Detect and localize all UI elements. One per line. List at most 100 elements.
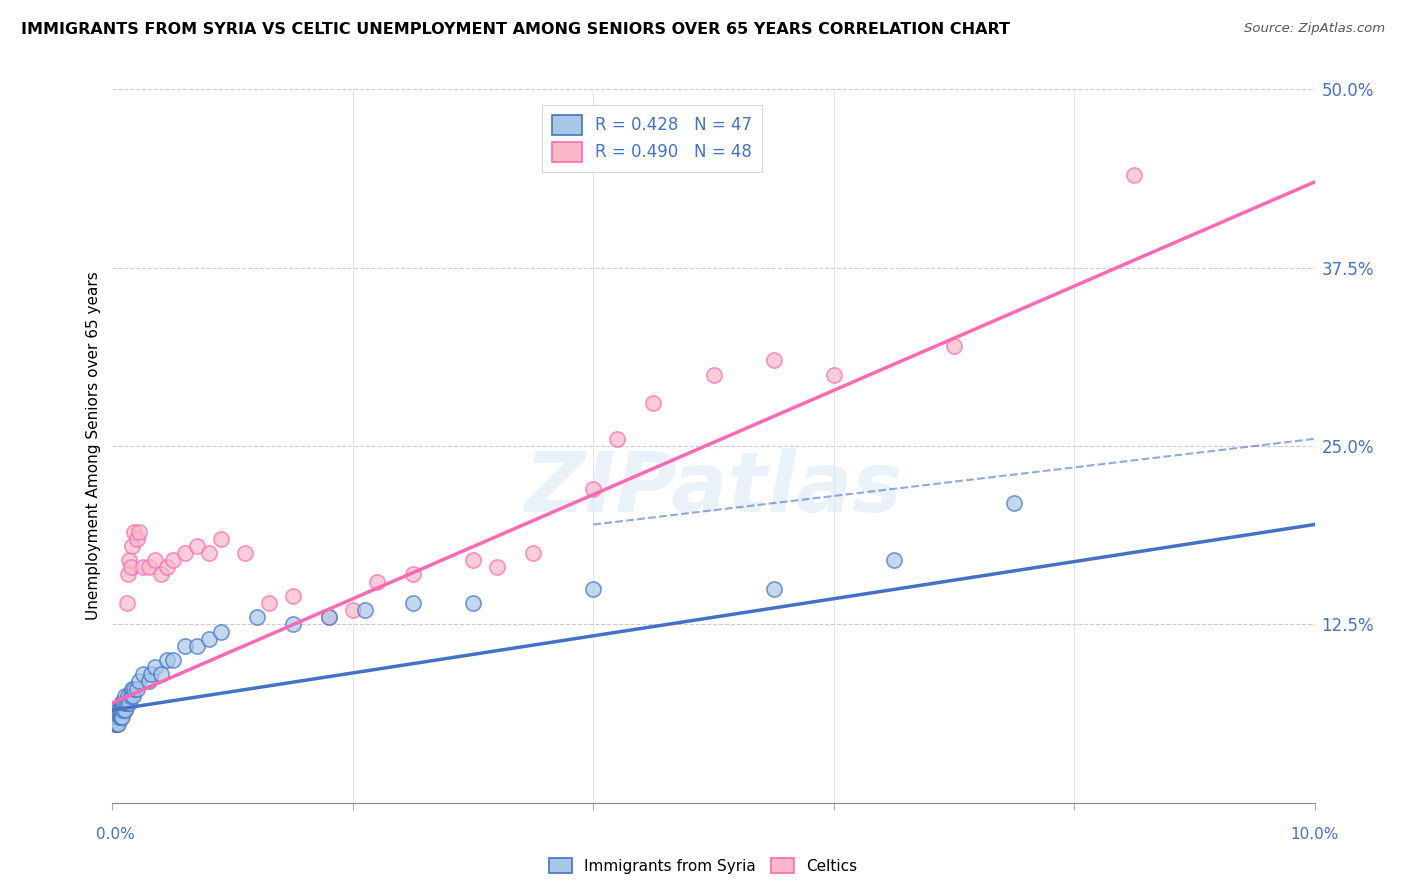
- Point: [143, 553, 166, 567]
- Point: [128, 524, 150, 539]
- Text: 0.0%: 0.0%: [96, 827, 135, 841]
- Point: [522, 546, 544, 560]
- Point: [118, 553, 141, 567]
- Point: [366, 574, 388, 589]
- Point: [111, 696, 134, 710]
- Point: [155, 653, 177, 667]
- Point: [110, 703, 132, 717]
- Point: [121, 539, 143, 553]
- Legend: R = 0.428   N = 47, R = 0.490   N = 48: R = 0.428 N = 47, R = 0.490 N = 48: [541, 104, 762, 172]
- Point: [120, 689, 142, 703]
- Point: [162, 553, 184, 567]
- Point: [107, 703, 129, 717]
- Point: [107, 717, 129, 731]
- Point: [138, 674, 160, 689]
- Point: [186, 639, 208, 653]
- Point: [110, 696, 132, 710]
- Point: [823, 368, 845, 382]
- Point: [105, 717, 128, 731]
- Point: [942, 339, 965, 353]
- Point: [128, 674, 150, 689]
- Point: [233, 546, 256, 560]
- Point: [131, 560, 153, 574]
- Point: [149, 567, 172, 582]
- Point: [105, 710, 128, 724]
- Point: [118, 696, 141, 710]
- Point: [114, 689, 136, 703]
- Point: [139, 667, 162, 681]
- Point: [582, 482, 605, 496]
- Y-axis label: Unemployment Among Seniors over 65 years: Unemployment Among Seniors over 65 years: [86, 272, 101, 620]
- Point: [318, 610, 340, 624]
- Point: [114, 703, 136, 717]
- Point: [115, 596, 138, 610]
- Point: [125, 532, 148, 546]
- Point: [762, 353, 785, 368]
- Point: [173, 546, 195, 560]
- Point: [112, 703, 135, 717]
- Point: [173, 639, 195, 653]
- Point: [107, 710, 129, 724]
- Point: [143, 660, 166, 674]
- Legend: Immigrants from Syria, Celtics: Immigrants from Syria, Celtics: [543, 852, 863, 880]
- Point: [281, 617, 304, 632]
- Text: 10.0%: 10.0%: [1291, 827, 1339, 841]
- Point: [131, 667, 153, 681]
- Point: [121, 681, 143, 696]
- Point: [186, 539, 208, 553]
- Point: [125, 681, 148, 696]
- Point: [197, 546, 219, 560]
- Point: [1002, 496, 1025, 510]
- Point: [606, 432, 628, 446]
- Point: [762, 582, 785, 596]
- Point: [582, 582, 605, 596]
- Point: [114, 696, 136, 710]
- Point: [155, 560, 177, 574]
- Point: [643, 396, 665, 410]
- Point: [197, 632, 219, 646]
- Point: [1123, 168, 1146, 182]
- Point: [110, 710, 132, 724]
- Point: [111, 703, 134, 717]
- Point: [122, 524, 145, 539]
- Point: [461, 596, 484, 610]
- Point: [122, 681, 145, 696]
- Point: [342, 603, 364, 617]
- Point: [246, 610, 269, 624]
- Point: [107, 703, 129, 717]
- Point: [120, 560, 142, 574]
- Point: [108, 710, 131, 724]
- Point: [112, 696, 135, 710]
- Point: [105, 710, 128, 724]
- Point: [149, 667, 172, 681]
- Point: [402, 567, 425, 582]
- Point: [257, 596, 280, 610]
- Point: [108, 710, 131, 724]
- Point: [702, 368, 725, 382]
- Point: [114, 696, 136, 710]
- Text: Source: ZipAtlas.com: Source: ZipAtlas.com: [1244, 22, 1385, 36]
- Point: [318, 610, 340, 624]
- Point: [354, 603, 377, 617]
- Point: [104, 717, 127, 731]
- Point: [104, 717, 127, 731]
- Point: [105, 710, 128, 724]
- Point: [209, 624, 232, 639]
- Point: [111, 710, 134, 724]
- Point: [138, 560, 160, 574]
- Point: [162, 653, 184, 667]
- Point: [110, 703, 132, 717]
- Text: IMMIGRANTS FROM SYRIA VS CELTIC UNEMPLOYMENT AMONG SENIORS OVER 65 YEARS CORRELA: IMMIGRANTS FROM SYRIA VS CELTIC UNEMPLOY…: [21, 22, 1010, 37]
- Point: [209, 532, 232, 546]
- Point: [486, 560, 509, 574]
- Point: [117, 689, 139, 703]
- Point: [108, 703, 131, 717]
- Point: [117, 567, 139, 582]
- Point: [114, 703, 136, 717]
- Point: [105, 717, 128, 731]
- Point: [122, 689, 145, 703]
- Text: ZIPatlas: ZIPatlas: [524, 449, 903, 529]
- Point: [115, 696, 138, 710]
- Point: [402, 596, 425, 610]
- Point: [112, 696, 135, 710]
